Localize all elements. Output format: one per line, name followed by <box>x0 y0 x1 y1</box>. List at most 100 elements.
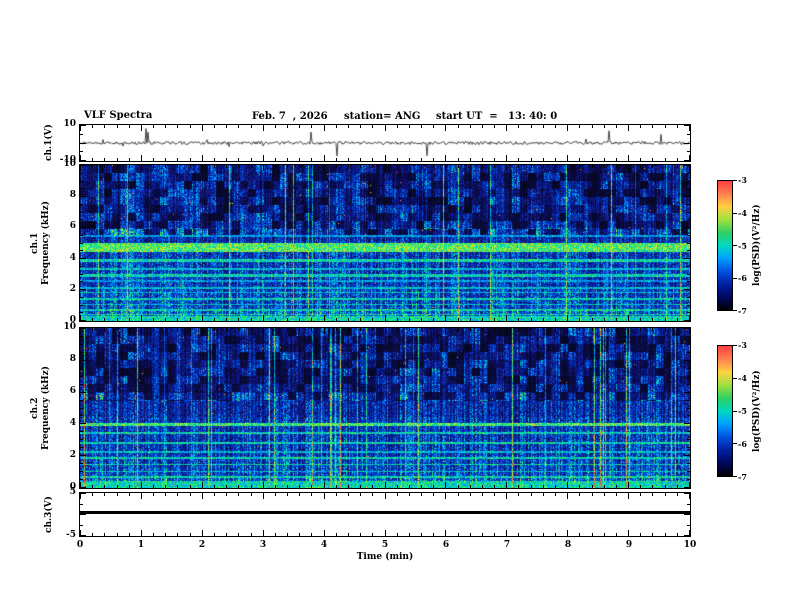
x-minor-tick <box>421 158 422 161</box>
x-minor-tick <box>592 125 593 128</box>
colorbar-tick <box>733 411 737 412</box>
x-minor-tick <box>311 158 312 161</box>
x-tick <box>567 530 568 536</box>
x-tick <box>324 155 325 161</box>
x-minor-tick <box>518 328 519 331</box>
x-minor-tick <box>226 533 227 536</box>
x-minor-tick <box>433 318 434 321</box>
x-minor-tick <box>604 533 605 536</box>
x-minor-tick <box>652 328 653 331</box>
x-minor-tick <box>214 328 215 331</box>
x-minor-tick <box>238 125 239 128</box>
x-minor-tick <box>555 165 556 168</box>
y-minor-tick <box>687 384 690 385</box>
x-minor-tick <box>470 125 471 128</box>
x-minor-tick <box>129 125 130 128</box>
x-minor-tick <box>311 328 312 331</box>
x-tick <box>202 165 203 171</box>
x-minor-tick <box>482 493 483 496</box>
x-tick <box>506 530 507 536</box>
x-minor-tick <box>372 318 373 321</box>
x-tick <box>689 315 690 321</box>
x-minor-tick <box>579 158 580 161</box>
x-minor-tick <box>470 158 471 161</box>
x-tick <box>445 530 446 536</box>
x-minor-tick <box>129 493 130 496</box>
y-tick-label: 6 <box>69 221 76 232</box>
x-tick <box>324 165 325 171</box>
x-minor-tick <box>494 165 495 168</box>
y-tick <box>80 165 86 166</box>
x-tick <box>506 165 507 171</box>
x-minor-tick <box>117 485 118 488</box>
y-tick-label: 8 <box>69 354 76 364</box>
x-minor-tick <box>531 158 532 161</box>
x-minor-tick <box>665 328 666 331</box>
x-minor-tick <box>153 493 154 496</box>
x-tick <box>445 155 446 161</box>
x-tick <box>80 482 81 488</box>
ch3-waveform-panel <box>79 492 691 537</box>
y-minor-tick <box>80 400 83 401</box>
x-minor-tick <box>518 158 519 161</box>
x-minor-tick <box>421 165 422 168</box>
x-minor-tick <box>518 533 519 536</box>
x-minor-tick <box>518 493 519 496</box>
x-minor-tick <box>336 125 337 128</box>
x-minor-tick <box>397 328 398 331</box>
x-minor-tick <box>214 318 215 321</box>
x-minor-tick <box>129 328 130 331</box>
y-minor-tick <box>80 188 83 189</box>
y-minor-tick <box>80 376 83 377</box>
y-minor-tick <box>687 274 690 275</box>
x-minor-tick <box>336 318 337 321</box>
x-minor-tick <box>421 493 422 496</box>
x-minor-tick <box>592 533 593 536</box>
x-tick <box>80 530 81 536</box>
x-minor-tick <box>677 318 678 321</box>
x-minor-tick <box>117 158 118 161</box>
x-minor-tick <box>579 485 580 488</box>
x-minor-tick <box>677 125 678 128</box>
y-minor-tick <box>80 479 83 480</box>
y-tick <box>684 487 690 488</box>
x-tick <box>141 493 142 499</box>
x-minor-tick <box>677 533 678 536</box>
y-tick-label: 2 <box>69 283 76 294</box>
y-tick <box>80 493 86 494</box>
x-minor-tick <box>592 318 593 321</box>
y-tick <box>684 196 690 197</box>
x-tick-label: 0 <box>76 540 84 550</box>
x-minor-tick <box>372 493 373 496</box>
start-ut-label: start UT = 13: 40: 0 <box>436 111 558 122</box>
x-minor-tick <box>543 318 544 321</box>
x-minor-tick <box>458 165 459 168</box>
x-minor-tick <box>104 485 105 488</box>
x-minor-tick <box>665 158 666 161</box>
x-minor-tick <box>421 125 422 128</box>
x-minor-tick <box>494 485 495 488</box>
x-minor-tick <box>92 533 93 536</box>
x-minor-tick <box>397 533 398 536</box>
y-minor-tick <box>80 243 83 244</box>
x-minor-tick <box>287 485 288 488</box>
x-minor-tick <box>494 533 495 536</box>
x-minor-tick <box>677 165 678 168</box>
x-minor-tick <box>214 533 215 536</box>
colorbar-tick-label: -3 <box>738 340 747 350</box>
x-tick <box>385 530 386 536</box>
x-minor-tick <box>665 533 666 536</box>
colorbar-tick <box>733 213 737 214</box>
x-tick <box>567 315 568 321</box>
y-minor-tick <box>80 471 83 472</box>
x-minor-tick <box>579 533 580 536</box>
y-minor-tick <box>80 415 83 416</box>
x-minor-tick <box>494 158 495 161</box>
y-tick <box>80 320 86 321</box>
colorbar-tick-label: -3 <box>738 175 747 185</box>
x-minor-tick <box>299 165 300 168</box>
x-minor-tick <box>348 493 349 496</box>
colorbar-tick-label: -6 <box>738 273 747 284</box>
y-minor-tick <box>687 408 690 409</box>
